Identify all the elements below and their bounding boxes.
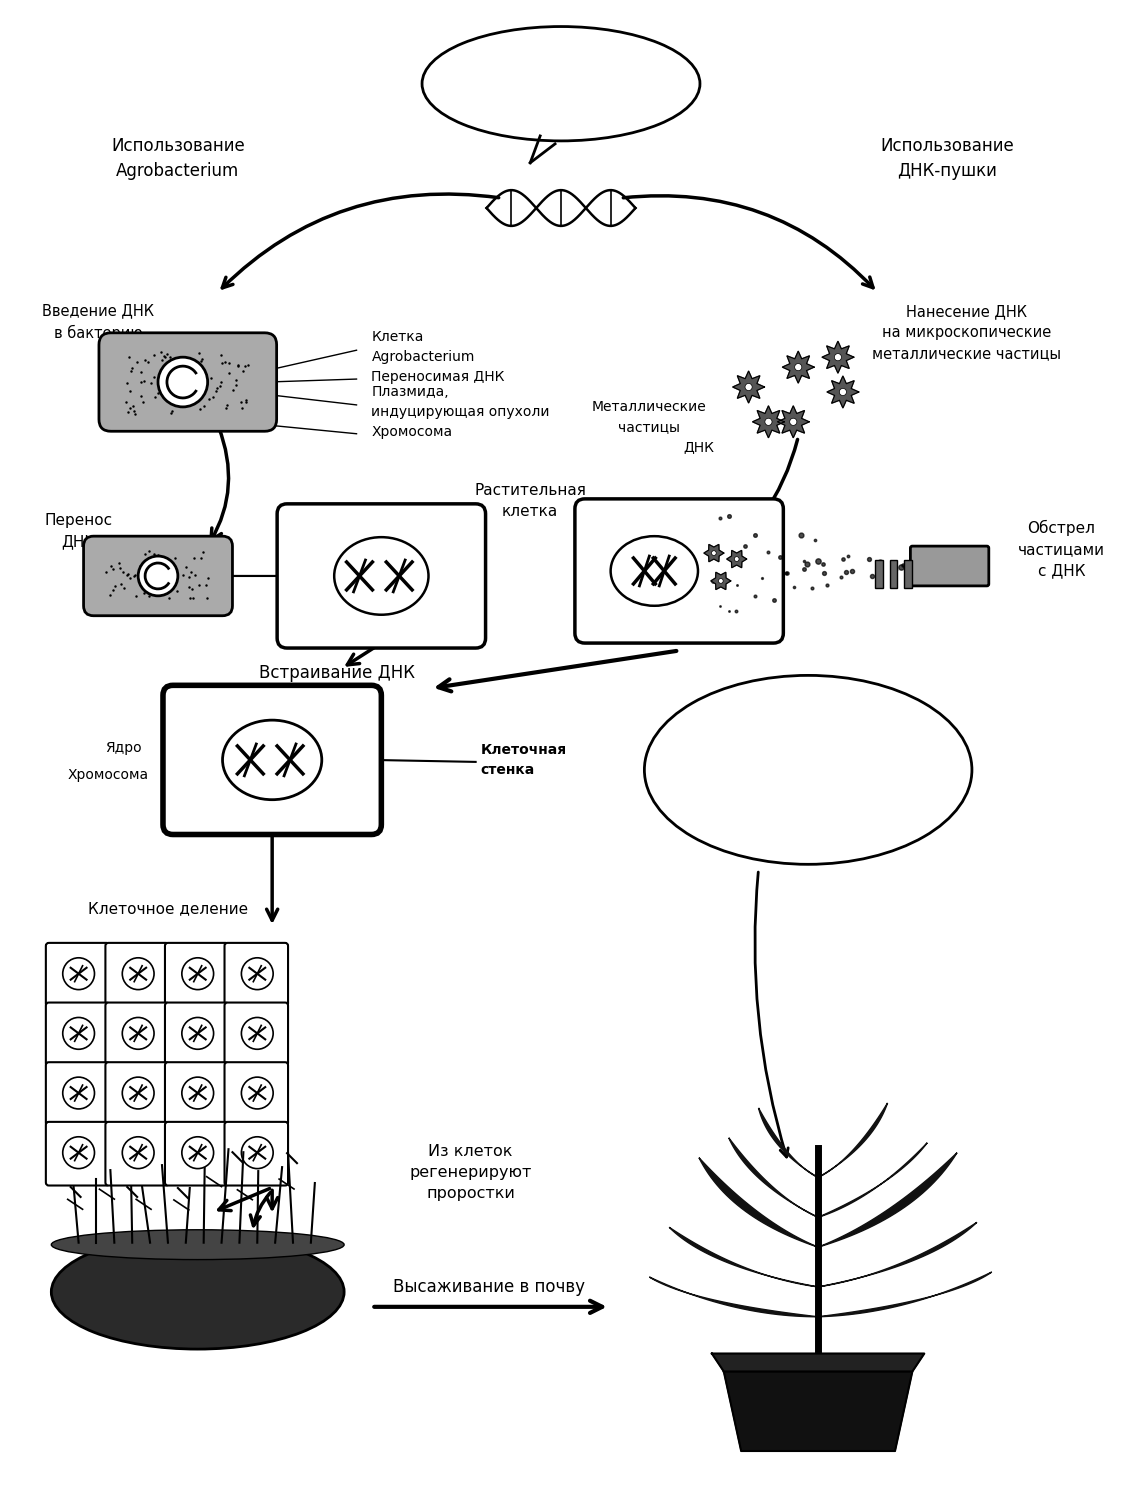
Text: Хромосома: Хромосома: [372, 424, 453, 439]
Text: Плазмида,
индуцирующая опухоли: Плазмида, индуцирующая опухоли: [372, 385, 550, 418]
FancyBboxPatch shape: [46, 1003, 109, 1067]
Polygon shape: [818, 1222, 977, 1287]
FancyBboxPatch shape: [106, 943, 168, 1006]
Polygon shape: [818, 1272, 992, 1317]
FancyBboxPatch shape: [83, 536, 232, 616]
Text: Перенос
ДНК: Перенос ДНК: [45, 513, 112, 549]
Text: Растения с новыми
свойствами: Растения с новыми свойствами: [718, 748, 900, 792]
Bar: [889, 559, 897, 588]
Text: Использование
ДНК-пушки: Использование ДНК-пушки: [880, 137, 1014, 180]
Polygon shape: [699, 1158, 818, 1247]
Circle shape: [789, 418, 797, 426]
Ellipse shape: [645, 676, 971, 865]
FancyBboxPatch shape: [911, 546, 989, 586]
FancyBboxPatch shape: [46, 943, 109, 1006]
Polygon shape: [669, 1228, 818, 1287]
FancyBboxPatch shape: [165, 1062, 228, 1126]
Polygon shape: [818, 1143, 928, 1217]
FancyBboxPatch shape: [99, 333, 276, 432]
FancyBboxPatch shape: [165, 943, 228, 1006]
FancyBboxPatch shape: [225, 1122, 287, 1186]
Circle shape: [765, 418, 772, 426]
Text: Высаживание в почву: Высаживание в почву: [393, 1278, 585, 1296]
Text: Переносимая ДНК: Переносимая ДНК: [372, 371, 505, 384]
Text: Клеточная
стенка: Клеточная стенка: [481, 743, 567, 777]
FancyBboxPatch shape: [165, 1003, 228, 1067]
FancyBboxPatch shape: [225, 1003, 287, 1067]
Polygon shape: [822, 341, 853, 373]
Text: Введение ДНК
в бактерию: Введение ДНК в бактерию: [43, 304, 155, 341]
Circle shape: [839, 388, 847, 396]
Circle shape: [712, 551, 716, 555]
Polygon shape: [727, 551, 747, 567]
Circle shape: [138, 557, 177, 595]
Polygon shape: [649, 1277, 818, 1317]
FancyBboxPatch shape: [106, 1122, 168, 1186]
Text: Обстрел
частицами
с ДНК: Обстрел частицами с ДНК: [1017, 519, 1105, 579]
Ellipse shape: [52, 1235, 344, 1350]
FancyBboxPatch shape: [165, 1122, 228, 1186]
FancyBboxPatch shape: [277, 504, 485, 649]
FancyBboxPatch shape: [225, 1062, 287, 1126]
Polygon shape: [818, 1153, 957, 1247]
Polygon shape: [818, 1103, 887, 1177]
FancyBboxPatch shape: [46, 1122, 109, 1186]
Polygon shape: [724, 1372, 912, 1451]
Polygon shape: [712, 1354, 924, 1372]
Text: Хромосома: Хромосома: [67, 768, 149, 781]
Polygon shape: [711, 573, 731, 589]
Text: Использование
Agrobacterium: Использование Agrobacterium: [111, 137, 245, 180]
Bar: [904, 559, 912, 588]
Text: ДНК: ДНК: [684, 439, 714, 454]
FancyBboxPatch shape: [163, 686, 382, 835]
Text: Клетка
Agrobacterium: Клетка Agrobacterium: [372, 330, 475, 365]
Circle shape: [719, 579, 723, 583]
Polygon shape: [752, 406, 784, 437]
Bar: [875, 559, 883, 588]
Text: Встраивание ДНК: Встраивание ДНК: [258, 665, 414, 683]
Polygon shape: [704, 545, 724, 561]
Ellipse shape: [52, 1229, 344, 1260]
Circle shape: [734, 557, 739, 561]
Polygon shape: [758, 1109, 818, 1177]
FancyBboxPatch shape: [106, 1003, 168, 1067]
Polygon shape: [777, 406, 810, 437]
Ellipse shape: [422, 27, 700, 141]
Polygon shape: [783, 351, 814, 382]
Polygon shape: [729, 1138, 818, 1217]
Text: Ядро: Ядро: [104, 741, 141, 754]
Polygon shape: [732, 371, 765, 403]
Text: Нанесение ДНК
на микроскопические
металлические частицы: Нанесение ДНК на микроскопические металл…: [873, 304, 1061, 360]
FancyBboxPatch shape: [106, 1062, 168, 1126]
FancyBboxPatch shape: [225, 943, 287, 1006]
Text: Клеточное деление: Клеточное деление: [88, 902, 248, 917]
FancyBboxPatch shape: [575, 498, 784, 643]
Circle shape: [745, 384, 752, 390]
Text: Растительная
клетка: Растительная клетка: [474, 484, 586, 519]
Text: Металлические
частицы: Металлические частицы: [592, 400, 706, 433]
Circle shape: [795, 363, 802, 371]
Text: ДНК, определяющая
нужные свойства: ДНК, определяющая нужные свойства: [463, 57, 659, 100]
Circle shape: [158, 357, 208, 406]
Circle shape: [834, 354, 841, 360]
Text: Из клеток
регенерируют
проростки: Из клеток регенерируют проростки: [410, 1144, 532, 1201]
Polygon shape: [827, 376, 859, 408]
Polygon shape: [530, 135, 555, 162]
FancyBboxPatch shape: [46, 1062, 109, 1126]
